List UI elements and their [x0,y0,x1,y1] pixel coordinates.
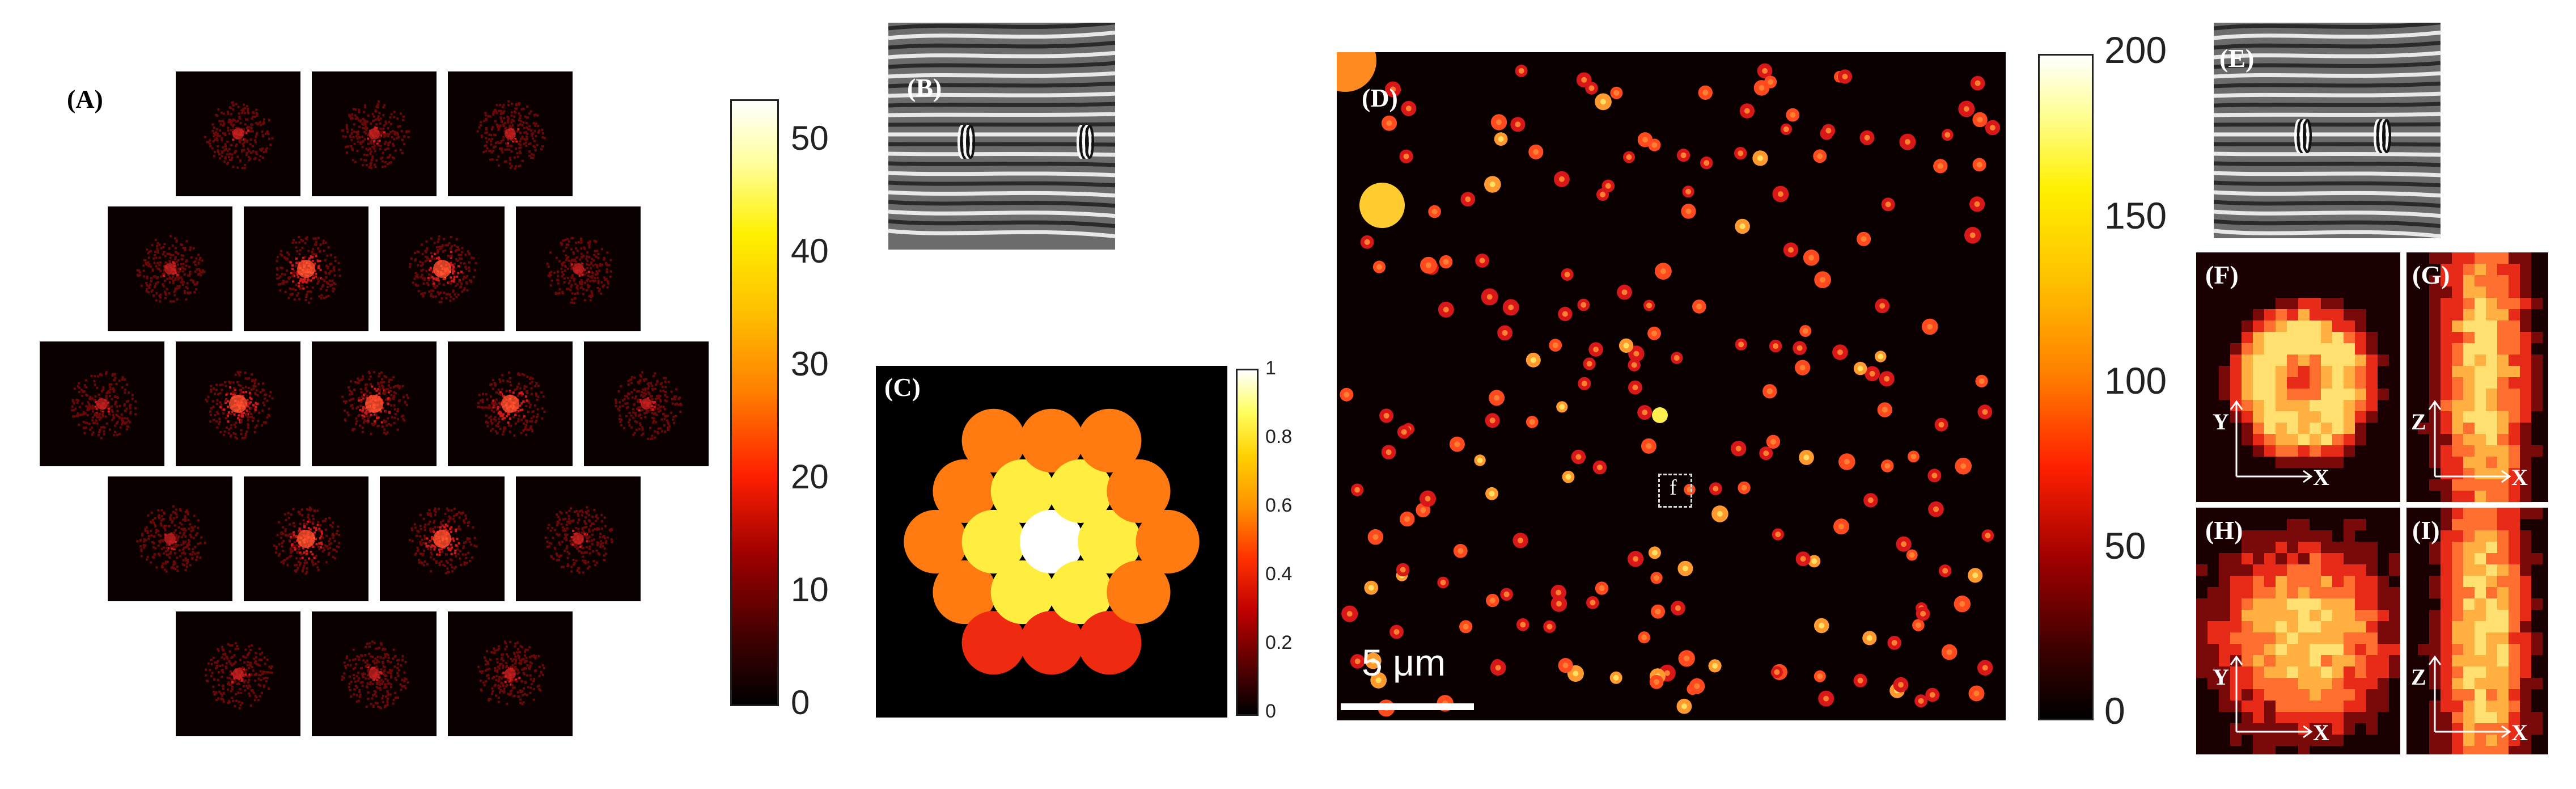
panel-label-i: (I) [2412,516,2440,545]
psf-tile [312,611,437,736]
psf-tile [516,476,641,601]
psf-tile [244,206,368,331]
colorbar-tick-label: 1 [1265,357,1276,379]
colorbar-tick-label: 0 [1265,700,1276,722]
colorbar-tick-label: 0.2 [1265,631,1293,653]
roi-box [1658,474,1692,508]
psf-tile [448,341,573,466]
colorbar-tick-label: 40 [791,232,829,270]
panel-d-image [1337,52,2006,720]
colorbar-tick-label: 20 [791,458,829,496]
axis-label-horizontal: X [2313,465,2329,490]
colorbar-tick-label: 100 [2104,359,2167,402]
axis-label-vertical: Z [2411,409,2426,434]
colorbar-tick-label: 0.8 [1265,425,1293,448]
panel-c-weight-map [876,366,1227,718]
scale-bar [1341,703,1474,710]
panel-g-image [2406,252,2548,502]
colorbar-tick-label: 0.4 [1265,563,1293,585]
panel-label-f: (F) [2205,260,2239,289]
axis-label-vertical: Y [2213,664,2229,690]
axis-label-vertical: Z [2411,664,2426,690]
panel-f-image [2196,252,2400,502]
colorbar-tick-label: 150 [2104,194,2167,237]
psf-tile [516,206,641,331]
panel-label-b: (B) [907,73,942,102]
colorbar-tick-label: 10 [791,571,829,609]
psf-tile [312,341,437,466]
panel-e-phase-mask [2214,23,2441,238]
panel-label-e: (E) [2219,44,2255,73]
psf-tile [176,341,300,466]
panel-label-d: (D) [1362,83,1398,112]
colorbar-tick-label: 30 [791,345,829,383]
psf-tile [448,611,573,736]
psf-tile [380,476,505,601]
axis-label-horizontal: X [2511,720,2528,745]
panel-i-image [2406,508,2548,754]
psf-tile [584,341,709,466]
psf-tile [448,71,573,196]
panel-label-c: (C) [884,373,921,402]
panel-h-image [2196,508,2400,754]
roi-label: f [1670,476,1677,500]
colorbar-tick-label: 50 [2104,525,2146,567]
panel-b-phase-mask [888,23,1115,250]
colorbar-tick-label: 0 [2104,690,2125,732]
panel-a [34,62,714,754]
panel-label-h: (H) [2205,516,2243,545]
axis-label-horizontal: X [2511,465,2528,490]
colorbar-c [1236,369,1259,716]
panel-label-a: (A) [67,85,103,113]
psf-tile [312,71,437,196]
colorbar-tick-label: 50 [791,119,829,157]
scale-bar-label: 5 μm [1362,642,1446,683]
psf-tile [176,71,300,196]
colorbar-tick-label: 0 [791,683,810,722]
colorbar-a [730,99,779,706]
colorbar-tick-label: 0.6 [1265,494,1293,516]
axis-label-horizontal: X [2313,720,2329,745]
axis-label-vertical: Y [2213,409,2229,434]
colorbar-tick-label: 200 [2104,29,2167,71]
psf-tile [108,206,232,331]
colorbar-d [2038,54,2094,720]
psf-tile [176,611,300,736]
panel-label-g: (G) [2412,260,2450,289]
psf-tile [108,476,232,601]
psf-tile [40,341,164,466]
psf-tile [244,476,368,601]
psf-tile [380,206,505,331]
